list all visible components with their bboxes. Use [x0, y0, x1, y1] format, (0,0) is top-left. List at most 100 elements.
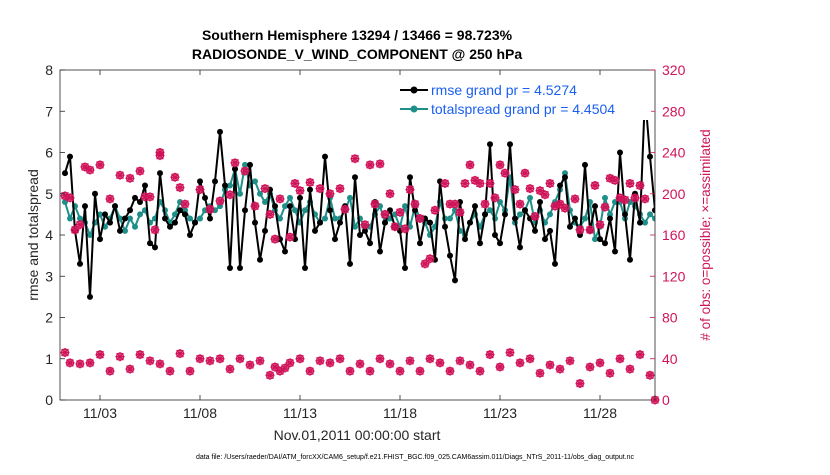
rmse-point: [542, 236, 548, 243]
rmse-point: [737, 232, 743, 238]
obs-count-lower-point: [425, 354, 435, 364]
obs-count-upper-point-assimilated: [420, 259, 430, 269]
obs-count-lower-point: [115, 352, 125, 362]
obs-count-upper-point: [75, 220, 85, 230]
obs-count-upper-point-assimilated: [400, 224, 410, 234]
obs-count-lower-point-assimilated: [625, 364, 635, 374]
obs-count-lower-point-assimilated: [125, 364, 135, 374]
obs-count-upper-point: [305, 177, 315, 187]
obs-count-upper-point: [115, 170, 125, 180]
rmse-point: [522, 207, 528, 214]
totalspread-point: [137, 211, 143, 218]
obs-count-lower-point-assimilated: [365, 366, 375, 376]
obs-count-upper-point: [395, 207, 405, 217]
obs-count-upper-point-assimilated: [125, 173, 135, 183]
obs-count-lower-point: [615, 354, 625, 364]
obs-count-lower-point: [60, 348, 70, 358]
obs-count-upper-point-assimilated: [480, 199, 490, 209]
obs-count-upper-point-assimilated: [155, 151, 165, 161]
legend-rmse-label: rmse grand pr = 4.5274: [431, 82, 577, 98]
obs-count-upper-point: [295, 186, 305, 196]
rmse-point: [767, 224, 773, 230]
totalspread-point: [807, 216, 813, 222]
obs-count-upper-point-assimilated: [635, 181, 645, 190]
obs-count-lower-point-assimilated: [195, 354, 205, 364]
rmse-point: [62, 170, 68, 177]
obs-count-upper-point-assimilated: [455, 207, 465, 217]
legend-rmse-marker: [410, 86, 418, 94]
obs-count-lower-point: [375, 354, 385, 364]
rmse-point: [652, 207, 655, 214]
totalspread-point: [582, 215, 588, 222]
rmse-point: [572, 215, 578, 222]
rmse-point: [87, 293, 93, 300]
totalspread-point: [602, 194, 608, 201]
rmse-point: [462, 236, 468, 243]
obs-count-lower-point-assimilated: [475, 366, 485, 376]
obs-count-lower-point-assimilated: [455, 356, 465, 366]
rmse-point: [807, 220, 813, 226]
obs-count-upper-point-assimilated: [370, 199, 380, 209]
rmse-point: [792, 216, 798, 222]
obs-count-lower-point-assimilated: [435, 358, 445, 368]
totalspread-point: [87, 232, 93, 238]
obs-count-lower-point-assimilated: [165, 366, 175, 376]
obs-count-upper-point-assimilated: [590, 181, 600, 190]
obs-count-upper-point-assimilated: [450, 199, 460, 209]
obs-count-upper-point-assimilated: [325, 189, 335, 199]
obs-count-upper-point-assimilated: [360, 220, 370, 230]
obs-count-upper-point-assimilated: [395, 207, 405, 217]
legend: rmse grand pr = 4.5274 totalspread grand…: [396, 78, 651, 120]
rmse-point: [777, 261, 783, 267]
rmse-point: [757, 216, 763, 222]
obs-count-upper-point: [65, 193, 75, 203]
rmse-point: [752, 170, 758, 176]
rmse-point: [557, 182, 563, 189]
obs-count-lower-point-assimilated: [485, 350, 495, 360]
rmse-point: [612, 248, 618, 255]
obs-count-upper-point: [205, 204, 215, 214]
totalspread-point: [812, 228, 818, 234]
obs-count-lower-point: [535, 368, 545, 378]
obs-count-upper-point: [175, 183, 185, 193]
obs-count-upper-point-assimilated: [515, 199, 525, 209]
totalspread-point: [547, 211, 553, 218]
obs-count-lower-point: [415, 366, 425, 376]
rmse-point: [112, 203, 118, 210]
obs-count-upper-point-assimilated: [470, 175, 480, 185]
rmse-point: [442, 223, 448, 230]
obs-count-upper-point: [385, 189, 395, 199]
rmse-point: [222, 182, 228, 189]
y-right-tick-label-3: 120: [662, 268, 686, 284]
rmse-point: [127, 207, 133, 214]
rmse-point: [802, 282, 808, 288]
rmse-point: [562, 174, 568, 181]
obs-count-upper-point: [95, 160, 105, 170]
rmse-point: [257, 256, 263, 263]
rmse-point: [262, 227, 268, 234]
rmse-point: [647, 153, 653, 160]
rmse-point: [352, 174, 358, 181]
obs-count-lower-point-assimilated: [85, 358, 95, 368]
obs-count-upper-point: [380, 209, 390, 219]
obs-count-upper-point: [365, 160, 375, 170]
obs-count-upper-point-assimilated: [205, 204, 215, 214]
obs-count-lower-point: [495, 362, 505, 372]
y-right-tick-label-4: 160: [662, 227, 686, 243]
obs-count-lower-point: [475, 366, 485, 376]
obs-count-upper-point-assimilated: [380, 209, 390, 219]
rmse-point: [822, 228, 828, 234]
rmse-point: [167, 223, 173, 230]
rmse-point: [132, 194, 138, 201]
totalspread-point: [257, 190, 263, 197]
totalspread-point: [227, 182, 233, 189]
totalspread-point: [127, 215, 133, 222]
obs-count-upper-point: [180, 199, 190, 209]
totalspread-point: [67, 215, 73, 222]
obs-count-upper-point: [510, 185, 520, 195]
rmse-point: [212, 178, 218, 185]
obs-count-upper-point-assimilated: [385, 189, 395, 199]
rmse-point: [102, 211, 108, 218]
